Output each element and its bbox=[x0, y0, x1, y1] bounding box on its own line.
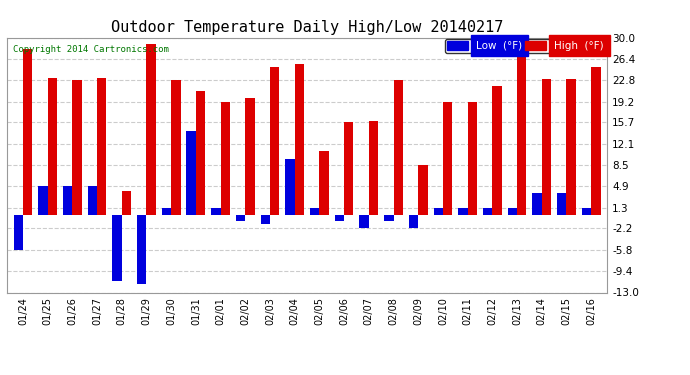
Bar bbox=[542, 79, 551, 215]
Bar bbox=[88, 186, 97, 215]
Bar bbox=[23, 50, 32, 215]
Bar bbox=[14, 215, 23, 250]
Bar bbox=[121, 191, 131, 215]
Bar bbox=[418, 165, 428, 215]
Bar bbox=[566, 79, 576, 215]
Bar bbox=[433, 208, 443, 215]
Bar bbox=[285, 159, 295, 215]
Bar bbox=[458, 208, 468, 215]
Bar bbox=[48, 78, 57, 215]
Bar bbox=[409, 215, 418, 228]
Bar bbox=[369, 120, 378, 215]
Bar bbox=[493, 86, 502, 215]
Legend: Low  (°F), High  (°F): Low (°F), High (°F) bbox=[445, 39, 606, 53]
Bar bbox=[557, 193, 566, 215]
Bar bbox=[112, 215, 121, 280]
Bar bbox=[261, 215, 270, 224]
Bar bbox=[443, 102, 453, 215]
Bar bbox=[146, 44, 156, 215]
Bar bbox=[591, 67, 600, 215]
Bar bbox=[245, 98, 255, 215]
Bar bbox=[236, 215, 245, 221]
Bar bbox=[137, 215, 146, 284]
Bar bbox=[384, 215, 393, 221]
Bar bbox=[72, 80, 81, 215]
Bar bbox=[508, 208, 517, 215]
Bar bbox=[582, 208, 591, 215]
Bar bbox=[63, 186, 72, 215]
Bar bbox=[196, 91, 205, 215]
Bar bbox=[211, 208, 221, 215]
Bar bbox=[533, 193, 542, 215]
Bar bbox=[335, 215, 344, 221]
Bar bbox=[468, 102, 477, 215]
Bar bbox=[319, 151, 329, 215]
Bar bbox=[270, 67, 279, 215]
Bar bbox=[359, 215, 369, 228]
Bar bbox=[517, 44, 526, 215]
Bar bbox=[186, 131, 196, 215]
Bar bbox=[221, 102, 230, 215]
Title: Outdoor Temperature Daily High/Low 20140217: Outdoor Temperature Daily High/Low 20140… bbox=[111, 20, 503, 35]
Bar bbox=[295, 64, 304, 215]
Bar bbox=[161, 208, 171, 215]
Bar bbox=[38, 186, 48, 215]
Bar bbox=[97, 78, 106, 215]
Bar bbox=[310, 208, 319, 215]
Bar bbox=[483, 208, 493, 215]
Text: Copyright 2014 Cartronics.com: Copyright 2014 Cartronics.com bbox=[13, 45, 169, 54]
Bar bbox=[393, 80, 403, 215]
Bar bbox=[171, 80, 181, 215]
Bar bbox=[344, 122, 353, 215]
